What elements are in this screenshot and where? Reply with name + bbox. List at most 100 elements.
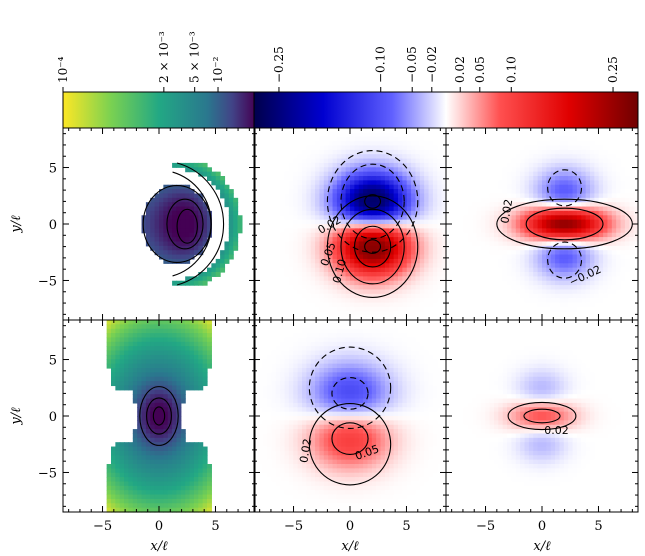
field-cell — [450, 267, 456, 273]
field-cell — [594, 228, 600, 234]
field-cell — [515, 267, 521, 273]
field-cell — [432, 298, 438, 304]
field-cell — [437, 145, 443, 151]
field-cell — [115, 477, 121, 483]
field-cell — [341, 128, 347, 133]
field-cell — [515, 306, 521, 312]
field-cell — [354, 193, 360, 199]
field-cell — [563, 197, 569, 203]
field-cell — [555, 162, 561, 168]
field-cell — [262, 311, 268, 317]
field-cell — [476, 254, 482, 260]
field-cell — [371, 215, 377, 221]
field-cell — [254, 162, 259, 168]
field-cell — [389, 224, 395, 229]
field-cell — [367, 128, 373, 133]
field-cell — [419, 154, 425, 160]
field-cell — [467, 158, 473, 164]
field-cell — [393, 263, 399, 269]
field-cell — [598, 189, 604, 195]
field-cell — [432, 215, 438, 221]
field-cell — [367, 158, 373, 164]
field-cell — [224, 202, 230, 208]
field-cell — [306, 241, 312, 247]
field-cell — [498, 132, 504, 138]
field-cell — [542, 306, 547, 312]
field-cell — [620, 306, 626, 312]
field-cell — [271, 145, 277, 151]
field-cell — [132, 320, 138, 325]
field-cell — [463, 237, 469, 243]
field-cell — [546, 167, 552, 173]
field-cell — [406, 189, 412, 195]
field-cell — [585, 154, 591, 160]
field-cell — [424, 250, 430, 256]
field-cell — [336, 311, 342, 317]
field-cell — [432, 176, 438, 181]
field-cell — [315, 219, 321, 225]
field-cell — [176, 237, 182, 243]
field-cell — [467, 276, 473, 282]
field-cell — [494, 184, 499, 190]
field-cell — [594, 298, 600, 304]
field-cell — [620, 250, 626, 256]
field-cell — [411, 215, 417, 221]
field-cell — [480, 128, 486, 133]
field-cell — [459, 184, 465, 190]
field-cell — [441, 145, 447, 151]
field-cell — [459, 245, 465, 251]
field-cell — [185, 228, 191, 234]
field-cell — [258, 158, 264, 164]
field-cell — [633, 315, 639, 321]
field-cell — [550, 145, 556, 151]
field-cell — [624, 293, 630, 299]
field-cell — [598, 272, 604, 277]
field-cell — [323, 158, 329, 164]
field-cell — [358, 237, 364, 243]
field-cell — [293, 158, 299, 164]
field-cell — [402, 285, 408, 291]
field-cell — [594, 245, 600, 251]
field-cell — [167, 490, 173, 496]
field-cell — [507, 202, 513, 208]
field-cell — [124, 359, 130, 365]
field-cell — [498, 128, 504, 133]
field-cell — [172, 354, 178, 360]
field-cell — [437, 128, 443, 133]
field-cell — [415, 232, 421, 238]
field-cell — [167, 402, 173, 408]
field-cell — [607, 193, 613, 199]
field-cell — [306, 154, 312, 160]
field-cell — [511, 162, 517, 168]
field-cell — [624, 306, 630, 312]
field-cell — [454, 184, 460, 190]
field-cell — [515, 184, 521, 190]
field-cell — [323, 276, 329, 282]
field-cell — [271, 289, 277, 295]
field-cell — [507, 224, 513, 229]
field-cell — [472, 302, 478, 308]
field-cell — [467, 145, 473, 151]
field-cell — [494, 197, 499, 203]
field-cell — [380, 258, 386, 264]
field-cell — [115, 485, 121, 491]
field-cell — [284, 145, 290, 151]
field-cell — [511, 128, 517, 133]
field-cell — [258, 176, 264, 181]
field-cell — [189, 328, 195, 334]
field-cell — [563, 145, 569, 151]
field-cell — [389, 267, 395, 273]
field-cell — [454, 267, 460, 273]
field-cell — [371, 158, 377, 164]
field-cell — [389, 167, 395, 173]
field-cell — [428, 267, 434, 273]
field-cell — [480, 298, 486, 304]
field-cell — [528, 263, 534, 269]
field-cell — [111, 372, 116, 378]
field-cell — [367, 154, 373, 160]
field-cell — [528, 245, 534, 251]
field-cell — [629, 272, 635, 277]
field-cell — [106, 359, 112, 365]
field-cell — [576, 228, 582, 234]
field-cell — [585, 289, 591, 295]
